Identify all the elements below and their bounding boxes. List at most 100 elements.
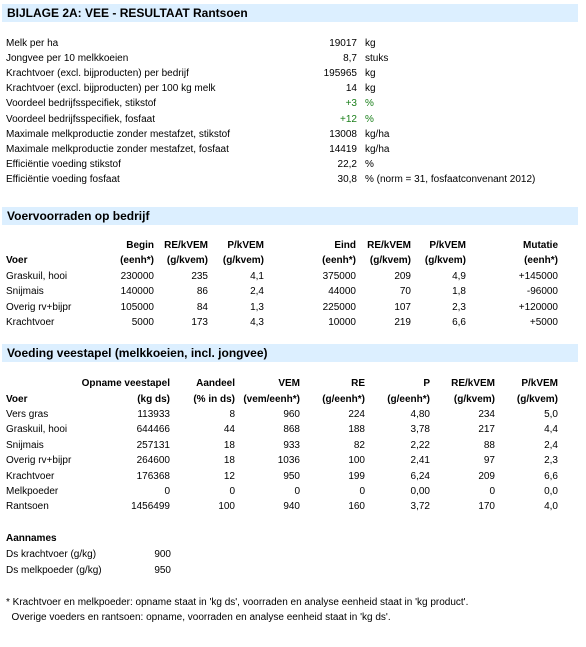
stock-cell: 2,3: [452, 301, 466, 313]
stock-cell: 105000: [120, 301, 154, 313]
feeding-col-header: P: [423, 378, 430, 389]
stock-cell: 44000: [328, 286, 356, 298]
feeding-cell: 5,0: [544, 409, 558, 420]
stock-cell: 235: [191, 271, 208, 282]
feeding-cell: 0,0: [544, 486, 558, 497]
stock-cell: 209: [394, 271, 411, 282]
stock-cell: 1,3: [250, 301, 264, 313]
feeding-cell: 3,72: [410, 501, 430, 513]
stock-col-header: (g/kvem): [166, 255, 208, 266]
feeding-col-header: Voer: [6, 394, 28, 405]
feeding-cell: 217: [478, 424, 495, 436]
feeding-cell: 1456499: [131, 501, 170, 513]
stock-cell: 375000: [322, 271, 356, 282]
stock-cell: 4,1: [250, 271, 264, 282]
summary-label: Efficiëntie voeding stikstof: [6, 158, 121, 170]
feeding-cell: 2,4: [544, 439, 558, 451]
summary-value: +12: [340, 113, 357, 125]
feeding-cell: 0: [164, 486, 170, 497]
title-band: BIJLAGE 2A: VEE - RESULTAAT Rantsoen: [2, 4, 578, 22]
stock-cell: 6,6: [452, 317, 466, 329]
assumption-value: 950: [154, 564, 171, 576]
summary-label: Melk per ha: [6, 38, 59, 49]
stock-cell: 84: [196, 301, 208, 313]
feeding-cell: 100: [348, 455, 365, 467]
feeding-cell: 4,80: [410, 409, 430, 420]
page-title: BIJLAGE 2A: VEE - RESULTAAT Rantsoen: [7, 6, 248, 20]
summary-unit: kg: [365, 83, 376, 95]
feeding-cell: 18: [223, 439, 235, 451]
stock-cell: 230000: [120, 271, 154, 282]
stock-cell: 219: [394, 317, 411, 329]
feeding-heading: Voeding veestapel (melkkoeien, incl. jon…: [7, 346, 268, 360]
feeding-cell: 4,4: [544, 424, 558, 436]
footnote-line: * Krachtvoer en melkpoeder: opname staat…: [6, 597, 469, 608]
feeding-cell: 100: [218, 501, 235, 513]
summary-unit: % (norm = 31, fosfaatconvenant 2012): [365, 173, 536, 185]
stock-col-header: P/kVEM: [227, 240, 264, 251]
stock-cell: 10000: [328, 317, 356, 329]
feeding-cell: 1036: [277, 455, 300, 467]
stock-cell: -96000: [526, 286, 558, 298]
feeding-cell: 113933: [137, 409, 170, 420]
summary-unit: stuks: [365, 53, 389, 65]
feeding-cell: 160: [348, 501, 365, 513]
feeding-cell: 82: [353, 439, 365, 451]
summary-value: +3: [345, 98, 357, 110]
stock-col-header: P/kVEM: [429, 240, 466, 251]
feeding-cell: 6,6: [544, 470, 558, 482]
summary-value: 13008: [329, 128, 357, 140]
feeding-cell: 224: [348, 409, 365, 420]
feeding-col-header: RE/kVEM: [451, 378, 495, 389]
stock-col-header: RE/kVEM: [164, 240, 208, 251]
feeding-cell: 0: [359, 486, 365, 497]
stock-col-header: Mutatie: [523, 240, 558, 251]
stock-heading: Voervoorraden op bedrijf: [7, 209, 150, 223]
summary-unit: %: [365, 113, 374, 125]
feeding-cell: 8: [229, 409, 235, 420]
summary-label: Maximale melkproductie zonder mestafzet,…: [6, 143, 229, 155]
feeding-col-header: (g/eenh*): [387, 394, 430, 405]
feeding-cell: 176368: [136, 470, 170, 482]
feeding-col-header: (vem/eenh*): [243, 394, 300, 405]
feeding-row-label: Melkpoeder: [6, 486, 59, 497]
stock-cell: +120000: [518, 301, 558, 313]
summary-label: Efficiëntie voeding fosfaat: [6, 173, 120, 185]
stock-col-header: (g/kvem): [369, 255, 411, 266]
footnote-line: Overige voeders en rantsoen: opname, voo…: [6, 612, 391, 623]
summary-unit: %: [365, 158, 374, 170]
feeding-col-header: (kg ds): [137, 394, 170, 405]
feeding-col-header: Opname veestapel: [81, 378, 170, 389]
summary-value: 195965: [323, 68, 357, 80]
stock-cell: +145000: [518, 271, 558, 282]
summary-value: 22,2: [337, 158, 357, 170]
feeding-cell: 933: [283, 439, 300, 451]
feeding-cell: 4,0: [544, 501, 558, 513]
summary-label: Maximale melkproductie zonder mestafzet,…: [6, 128, 230, 140]
stock-cell: 140000: [120, 286, 154, 298]
feeding-col-header: (g/kvem): [453, 394, 495, 405]
feeding-col-header: Aandeel: [196, 378, 235, 389]
feeding-cell: 940: [283, 501, 300, 513]
stock-row-label: Overig rv+bijpr: [6, 301, 72, 313]
stock-cell: 5000: [131, 317, 154, 329]
feeding-col-header: (g/eenh*): [322, 394, 365, 405]
feeding-cell: 868: [283, 424, 300, 436]
assumptions-heading: Aannames: [6, 533, 57, 544]
feeding-cell: 12: [223, 470, 235, 482]
stock-band: Voervoorraden op bedrijf: [2, 207, 578, 225]
feeding-cell: 97: [483, 455, 495, 467]
feeding-cell: 6,24: [410, 470, 430, 482]
feeding-row-label: Krachtvoer: [6, 470, 55, 482]
feeding-row-label: Overig rv+bijpr: [6, 455, 72, 467]
feeding-cell: 264600: [136, 455, 170, 467]
summary-unit: %: [365, 98, 374, 110]
feeding-cell: 644466: [136, 424, 170, 436]
summary-unit: kg: [365, 68, 376, 80]
stock-col-header: (g/kvem): [222, 255, 264, 266]
stock-cell: 173: [191, 317, 208, 329]
feeding-row-label: Snijmais: [6, 439, 44, 451]
feeding-cell: 0: [294, 486, 300, 497]
feeding-col-header: RE: [351, 378, 365, 389]
feeding-cell: 257131: [136, 439, 170, 451]
